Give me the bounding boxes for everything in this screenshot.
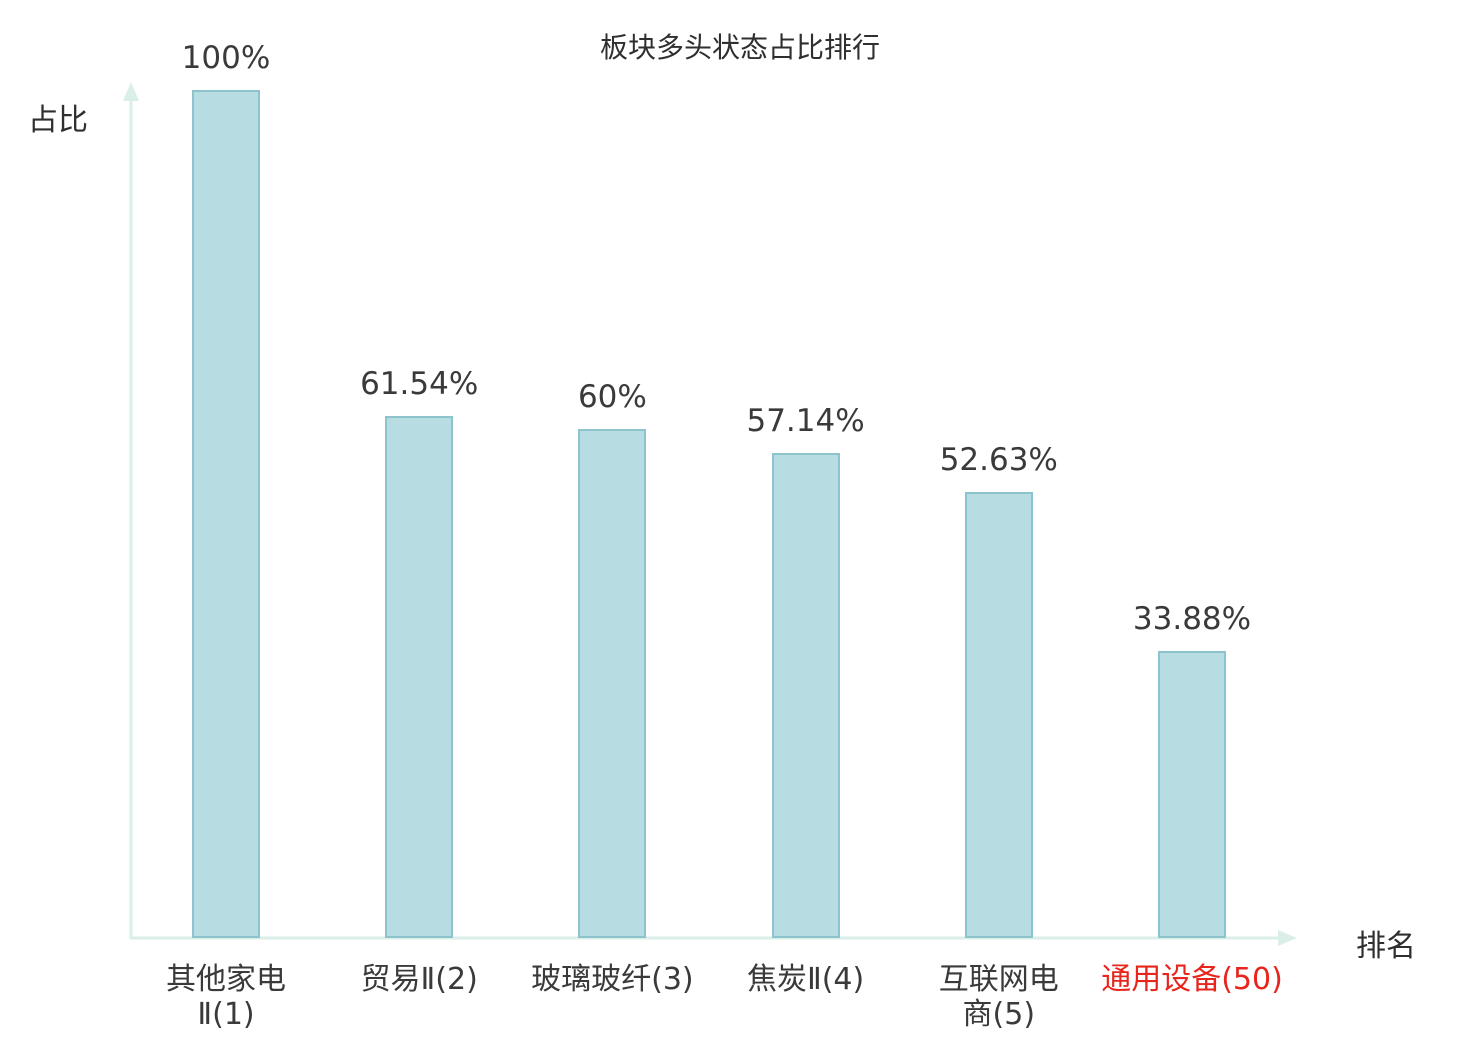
- bar: [964, 491, 1033, 938]
- bar-category-label: 通用设备(50): [1101, 962, 1283, 997]
- bar: [1158, 650, 1226, 938]
- y-axis-arrow-icon: [123, 82, 139, 101]
- x-axis-label: 排名: [1356, 929, 1416, 964]
- bar-category-label: 贸易Ⅱ(2): [360, 962, 478, 997]
- bar-value-label: 60%: [577, 379, 647, 416]
- bar-category-label: 其他家电 Ⅱ(1): [166, 962, 286, 1033]
- bar-value-label: 57.14%: [746, 403, 865, 440]
- bar: [385, 416, 454, 938]
- bar: [578, 429, 647, 938]
- bar: [771, 453, 840, 938]
- bar-value-label: 33.88%: [1132, 600, 1252, 637]
- bar-category-label: 焦炭Ⅱ(4): [746, 962, 865, 997]
- y-axis-label: 占比: [28, 103, 88, 138]
- bar-value-label: 100%: [181, 40, 271, 76]
- bar-value-label: 52.63%: [939, 441, 1058, 478]
- x-axis-arrow-icon: [1278, 930, 1297, 946]
- bar-category-label: 玻璃玻纤(3): [531, 962, 694, 997]
- bar-value-label: 61.54%: [360, 366, 479, 403]
- chart-title: 板块多头状态占比排行: [599, 31, 880, 64]
- bar-category-label: 互联网电 商(5): [938, 962, 1059, 1033]
- bar: [192, 90, 260, 938]
